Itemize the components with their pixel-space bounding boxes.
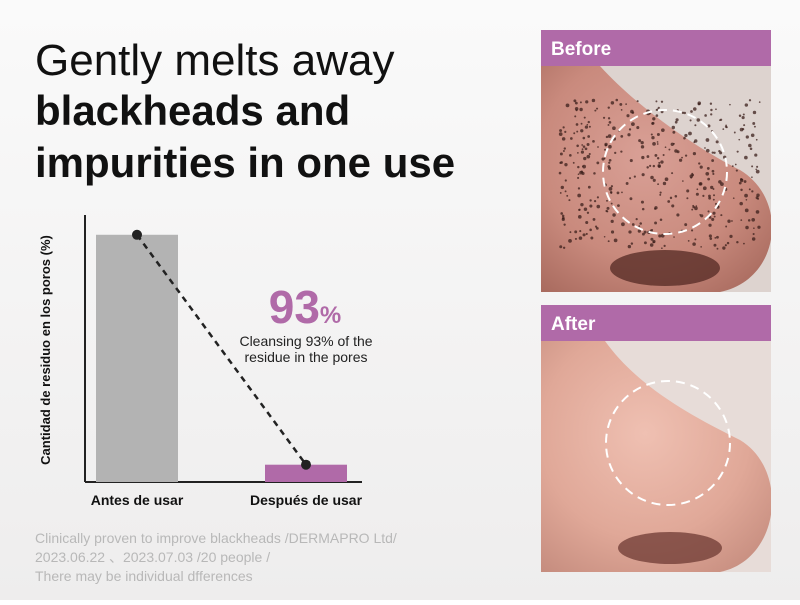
- bar: [265, 464, 347, 482]
- point: [301, 459, 311, 470]
- annotation-number-value: 93: [269, 281, 320, 333]
- before-photo: [541, 66, 771, 292]
- annotation-text: Cleansing 93% of the: [239, 333, 372, 349]
- photo-label: Before: [551, 39, 611, 60]
- label-bar: [541, 30, 771, 66]
- annotation-number-unit: %: [320, 302, 341, 329]
- headline: blackheads and: [35, 87, 350, 134]
- footnote: There may be individual dfferences: [35, 568, 253, 584]
- point: [132, 229, 142, 240]
- bar: [96, 234, 178, 482]
- y-axis-label: Cantidad de residuo en los poros (%): [38, 235, 53, 465]
- x-tick-label: Antes de usar: [91, 492, 184, 508]
- chart: Cantidad de residuo en los poros (%) Ante…: [38, 215, 373, 508]
- footnote: 2023.06.22 、2023.07.03 /20 people /: [35, 549, 270, 565]
- annotation-text: residue in the pores: [245, 349, 368, 365]
- headline: impurities in one use: [35, 139, 455, 186]
- label-bar: [541, 305, 771, 341]
- headline: Gently melts away: [35, 36, 394, 85]
- annotation-number: 93%: [269, 281, 342, 333]
- trend-line: [135, 234, 308, 466]
- after-photo: [541, 341, 771, 572]
- x-tick-label: Después de usar: [250, 492, 363, 508]
- photo-label: After: [551, 314, 596, 335]
- footnote: Clinically proven to improve blackheads …: [35, 530, 397, 546]
